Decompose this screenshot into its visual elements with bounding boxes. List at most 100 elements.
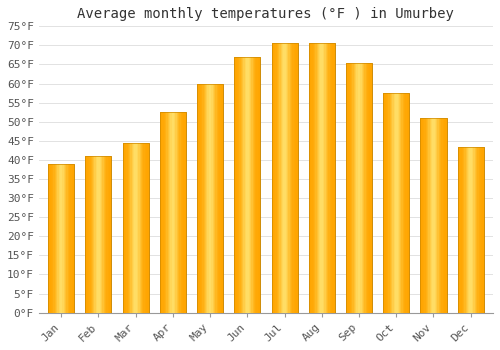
Bar: [104, 156, 105, 313]
Bar: [351, 63, 352, 313]
Bar: [464, 147, 466, 313]
Bar: [48, 164, 74, 313]
Bar: [370, 63, 372, 313]
Bar: [324, 43, 326, 313]
Bar: [316, 43, 318, 313]
Bar: [184, 112, 186, 313]
Bar: [106, 156, 108, 313]
Bar: [178, 112, 180, 313]
Bar: [424, 118, 426, 313]
Bar: [61, 164, 62, 313]
Bar: [384, 93, 386, 313]
Bar: [287, 43, 288, 313]
Bar: [246, 57, 248, 313]
Bar: [334, 43, 335, 313]
Bar: [445, 118, 446, 313]
Bar: [436, 118, 438, 313]
Bar: [100, 156, 101, 313]
Bar: [205, 84, 206, 313]
Bar: [387, 93, 388, 313]
Bar: [98, 156, 100, 313]
Bar: [458, 147, 483, 313]
Bar: [430, 118, 431, 313]
Bar: [383, 93, 409, 313]
Bar: [432, 118, 434, 313]
Bar: [255, 57, 256, 313]
Bar: [403, 93, 404, 313]
Bar: [323, 43, 324, 313]
Bar: [481, 147, 482, 313]
Bar: [420, 118, 446, 313]
Bar: [322, 43, 323, 313]
Bar: [366, 63, 367, 313]
Bar: [308, 43, 310, 313]
Bar: [86, 156, 112, 313]
Bar: [396, 93, 398, 313]
Bar: [383, 93, 409, 313]
Bar: [310, 43, 312, 313]
Bar: [395, 93, 396, 313]
Bar: [272, 43, 297, 313]
Bar: [274, 43, 276, 313]
Bar: [478, 147, 480, 313]
Bar: [352, 63, 354, 313]
Bar: [458, 147, 459, 313]
Bar: [197, 84, 223, 313]
Bar: [386, 93, 387, 313]
Bar: [138, 143, 140, 313]
Bar: [273, 43, 274, 313]
Bar: [362, 63, 363, 313]
Bar: [161, 112, 162, 313]
Bar: [462, 147, 463, 313]
Bar: [66, 164, 68, 313]
Bar: [122, 143, 148, 313]
Bar: [133, 143, 134, 313]
Bar: [420, 118, 422, 313]
Bar: [477, 147, 478, 313]
Bar: [350, 63, 351, 313]
Bar: [434, 118, 435, 313]
Bar: [218, 84, 219, 313]
Bar: [128, 143, 129, 313]
Bar: [391, 93, 392, 313]
Bar: [169, 112, 170, 313]
Bar: [355, 63, 356, 313]
Bar: [319, 43, 320, 313]
Bar: [466, 147, 467, 313]
Bar: [102, 156, 104, 313]
Bar: [427, 118, 428, 313]
Bar: [326, 43, 327, 313]
Bar: [142, 143, 144, 313]
Bar: [219, 84, 220, 313]
Bar: [236, 57, 237, 313]
Bar: [354, 63, 355, 313]
Bar: [468, 147, 469, 313]
Bar: [96, 156, 97, 313]
Title: Average monthly temperatures (°F ) in Umurbey: Average monthly temperatures (°F ) in Um…: [78, 7, 454, 21]
Bar: [438, 118, 440, 313]
Bar: [422, 118, 423, 313]
Bar: [166, 112, 168, 313]
Bar: [290, 43, 291, 313]
Bar: [94, 156, 96, 313]
Bar: [314, 43, 316, 313]
Bar: [122, 143, 124, 313]
Bar: [201, 84, 202, 313]
Bar: [160, 112, 186, 313]
Bar: [129, 143, 130, 313]
Bar: [254, 57, 255, 313]
Bar: [364, 63, 366, 313]
Bar: [93, 156, 94, 313]
Bar: [428, 118, 430, 313]
Bar: [294, 43, 295, 313]
Bar: [390, 93, 391, 313]
Bar: [105, 156, 106, 313]
Bar: [208, 84, 209, 313]
Bar: [423, 118, 424, 313]
Bar: [92, 156, 93, 313]
Bar: [234, 57, 236, 313]
Bar: [165, 112, 166, 313]
Bar: [172, 112, 173, 313]
Bar: [234, 57, 260, 313]
Bar: [406, 93, 408, 313]
